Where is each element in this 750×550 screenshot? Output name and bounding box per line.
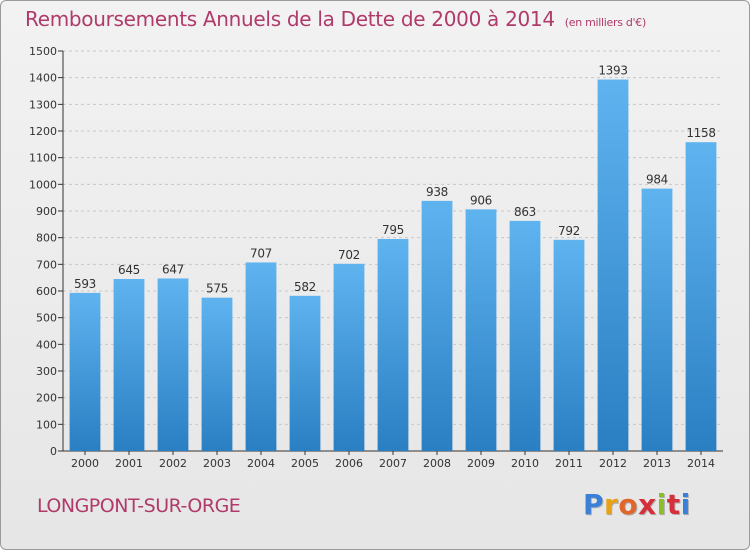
bar-value-label: 984 <box>646 173 668 187</box>
bar-value-label: 707 <box>250 246 272 260</box>
x-tick-label: 2008 <box>423 457 451 470</box>
bar-2012 <box>597 79 629 452</box>
chart-subtitle: (en milliers d'€) <box>564 16 646 29</box>
y-tick-label: 600 <box>36 285 57 298</box>
x-tick-label: 2005 <box>291 457 319 470</box>
x-tick-label: 2014 <box>687 457 715 470</box>
bar-2005 <box>289 295 321 451</box>
town-name: LONGPONT-SUR-ORGE <box>37 495 241 517</box>
logo-letter: P <box>583 488 605 521</box>
axes: 0 100 200 300 400 500 600 700 800 900 1000 1100 1200… <box>29 45 723 470</box>
logo-letter: o <box>618 488 639 521</box>
x-tick-label: 2003 <box>203 457 231 470</box>
bar-2013 <box>641 188 673 451</box>
bar-2002 <box>157 278 189 451</box>
x-tick-label: 2000 <box>71 457 99 470</box>
y-tick-label: 1400 <box>29 72 57 85</box>
bar-2010 <box>509 220 541 451</box>
bar-2000 <box>69 292 101 451</box>
x-tick-label: 2013 <box>643 457 671 470</box>
bar-value-label: 792 <box>558 224 580 238</box>
x-tick-label: 2002 <box>159 457 187 470</box>
y-tick-label: 200 <box>36 392 57 405</box>
bars <box>69 79 717 452</box>
bar-2007 <box>377 239 409 451</box>
y-tick-label: 1200 <box>29 125 57 138</box>
bar-value-label: 863 <box>514 205 536 219</box>
x-tick-label: 2010 <box>511 457 539 470</box>
x-tick-label: 2012 <box>599 457 627 470</box>
title-text: Remboursements Annuels de la Dette de 20… <box>25 7 555 31</box>
bar-value-label: 1158 <box>686 126 715 140</box>
bar-2006 <box>333 263 365 451</box>
logo-letter: t <box>666 488 681 521</box>
x-tick-label: 2006 <box>335 457 363 470</box>
bar-value-label: 645 <box>118 263 140 277</box>
data-labels: 593 645 647 575 707 582 702 795 938 906 863 792 1393… <box>74 64 716 296</box>
y-tick-label: 1300 <box>29 98 57 111</box>
y-tick-label: 500 <box>36 312 57 325</box>
bar-value-label: 575 <box>206 282 228 296</box>
y-tick-label: 1100 <box>29 152 57 165</box>
y-tick-label: 100 <box>36 418 57 431</box>
y-tick-label: 800 <box>36 232 57 245</box>
bar-value-label: 593 <box>74 277 96 291</box>
x-tick-label: 2007 <box>379 457 407 470</box>
bar-value-label: 1393 <box>598 64 627 78</box>
y-tick-label: 400 <box>36 338 57 351</box>
y-tick-label: 1000 <box>29 178 57 191</box>
y-tick-label: 700 <box>36 258 57 271</box>
bar-2001 <box>113 279 145 451</box>
x-tick-label: 2009 <box>467 457 495 470</box>
logo-letter: x <box>638 488 657 521</box>
logo-letter: r <box>604 488 619 521</box>
y-tick-label: 900 <box>36 205 57 218</box>
bar-value-label: 647 <box>162 262 184 276</box>
bar-2009 <box>465 209 497 451</box>
bar-2004 <box>245 262 277 451</box>
bar-value-label: 795 <box>382 223 404 237</box>
bar-2008 <box>421 200 453 451</box>
y-tick-label: 0 <box>50 445 57 458</box>
proxiti-logo: Proxiti <box>583 488 691 521</box>
bar-2003 <box>201 297 233 451</box>
logo-letter: i <box>680 488 691 521</box>
logo-letter: i <box>656 488 667 521</box>
y-tick-label: 1500 <box>29 45 57 58</box>
bar-2014 <box>685 142 717 451</box>
bar-value-label: 938 <box>426 185 448 199</box>
x-tick-label: 2004 <box>247 457 275 470</box>
chart-title: Remboursements Annuels de la Dette de 20… <box>25 7 646 31</box>
x-tick-label: 2011 <box>555 457 583 470</box>
bar-value-label: 582 <box>294 280 316 294</box>
bar-2011 <box>553 239 585 451</box>
bar-value-label: 906 <box>470 193 492 207</box>
bar-value-label: 702 <box>338 248 360 262</box>
x-tick-label: 2001 <box>115 457 143 470</box>
y-tick-label: 300 <box>36 365 57 378</box>
